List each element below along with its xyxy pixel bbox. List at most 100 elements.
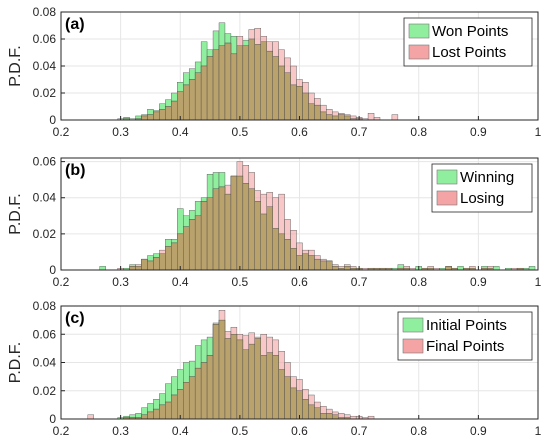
bar-overlap (266, 50, 273, 121)
bar-overlap (254, 44, 261, 121)
x-tick-label: 0.3 (112, 275, 129, 289)
bar-overlap (278, 369, 285, 420)
bar-overlap (206, 56, 214, 121)
panel-label: (a) (65, 16, 85, 33)
bar-overlap (284, 376, 291, 420)
bar-overlap (212, 324, 220, 420)
y-tick-label: 0.02 (33, 384, 57, 398)
chart-panel: 0.2 0.3 0.4 0.5 0.6 0.7 0.8 0.9 1 0 0.02 0.04 0.06 0.… (7, 5, 542, 139)
bar-series-1 (528, 266, 536, 271)
legend-swatch (408, 44, 430, 60)
bar-overlap (200, 362, 208, 420)
bar-overlap (308, 255, 315, 271)
bar-overlap (224, 193, 232, 271)
x-tick-label: 0.8 (410, 125, 427, 139)
bar-overlap (284, 239, 291, 271)
bar-overlap (171, 394, 178, 420)
panel-label: (c) (65, 310, 85, 327)
y-tick-label: 0.04 (33, 59, 57, 73)
x-tick-label: 0.5 (232, 125, 249, 139)
y-tick-label: 0.06 (33, 155, 57, 169)
bar-overlap (308, 103, 315, 121)
x-tick-label: 0.7 (351, 125, 368, 139)
bar-overlap (272, 355, 279, 420)
bar-overlap (206, 197, 214, 271)
x-tick-label: 1 (535, 275, 542, 289)
bar-overlap (129, 266, 136, 271)
bar-series-2 (367, 113, 375, 121)
bar-overlap (326, 114, 333, 121)
bar-overlap (147, 260, 154, 271)
y-tick-label: 0.08 (33, 5, 57, 19)
bar-series-1 (493, 266, 500, 271)
bar-overlap (242, 349, 250, 420)
bar-overlap (308, 404, 315, 420)
bar-overlap (344, 266, 351, 271)
bar-overlap (260, 355, 267, 420)
panel-label: (b) (65, 162, 85, 179)
x-tick-label: 0.2 (53, 125, 70, 139)
bar-overlap (248, 343, 255, 420)
x-tick-label: 0.4 (172, 275, 189, 289)
legend: Won Points Lost Points (403, 17, 533, 67)
bar-overlap (296, 86, 303, 121)
bar-overlap (212, 188, 220, 271)
bar-overlap (183, 382, 190, 420)
bar-overlap (183, 84, 190, 121)
bar-overlap (212, 49, 220, 121)
legend-label: Won Points (432, 23, 508, 40)
bar-overlap (320, 260, 327, 271)
bar-overlap (188, 79, 196, 121)
y-tick-label: 0.04 (33, 191, 57, 205)
bar-overlap (141, 115, 148, 121)
bar-overlap (165, 401, 172, 420)
legend-swatch (408, 23, 430, 39)
bar-overlap (230, 334, 238, 420)
bar-overlap (194, 215, 202, 271)
bar-overlap (302, 92, 309, 121)
bar-overlap (260, 213, 267, 271)
legend-label: Initial Points (426, 317, 507, 334)
bar-overlap (296, 390, 303, 420)
bar-overlap (135, 266, 142, 271)
bar-overlap (188, 219, 196, 271)
bar-series-1 (457, 266, 464, 271)
bar-overlap (188, 376, 196, 420)
y-tick-label: 0.04 (33, 356, 57, 370)
y-tick-label: 0.02 (33, 227, 57, 241)
bar-overlap (248, 38, 255, 121)
bar-overlap (344, 115, 351, 121)
bar-overlap (260, 41, 267, 121)
y-tick-label: 0.06 (33, 327, 57, 341)
legend-swatch (436, 190, 458, 206)
bar-overlap (230, 53, 238, 121)
bar-overlap (153, 257, 160, 271)
bar-overlap (194, 72, 202, 121)
bar-overlap (218, 319, 226, 420)
x-tick-label: 0.8 (410, 275, 427, 289)
bar-overlap (230, 175, 238, 271)
bar-overlap (236, 45, 244, 121)
bar-overlap (320, 413, 327, 420)
y-tick-label: 0 (49, 263, 56, 277)
bar-overlap (242, 45, 250, 121)
y-tick-label: 0 (49, 113, 56, 127)
legend-swatch (402, 338, 424, 354)
legend-label: Winning (460, 169, 514, 186)
bar-overlap (159, 108, 166, 121)
bar-overlap (171, 242, 178, 271)
bar-overlap (153, 408, 160, 420)
bar-overlap (242, 183, 250, 271)
bar-overlap (159, 253, 166, 271)
y-tick-label: 0 (49, 412, 56, 426)
bar-overlap (290, 387, 297, 420)
y-axis-label: P.D.F. (7, 193, 24, 235)
y-tick-label: 0.06 (33, 32, 57, 46)
legend-label: Final Points (426, 338, 504, 355)
x-tick-label: 0.4 (172, 424, 189, 438)
y-axis-label: P.D.F. (7, 342, 24, 384)
bar-overlap (290, 84, 297, 121)
legend-label: Lost Points (432, 44, 506, 61)
bar-overlap (183, 226, 190, 271)
